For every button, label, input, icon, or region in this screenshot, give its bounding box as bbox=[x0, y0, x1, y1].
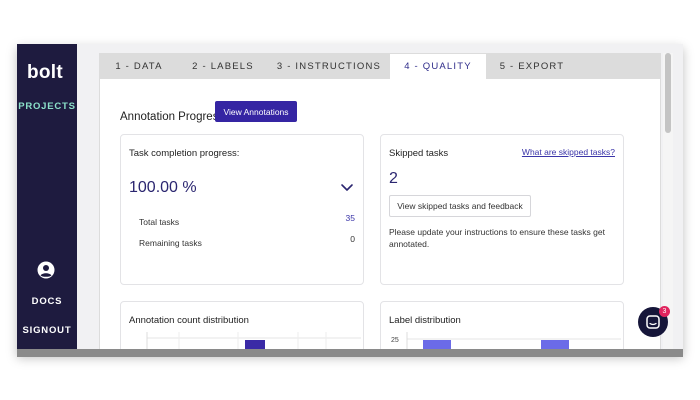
user-avatar-icon[interactable] bbox=[37, 261, 55, 279]
logo: bolt bbox=[27, 62, 64, 83]
label-distribution-card: Label distribution 25 bbox=[380, 301, 624, 353]
annotation-count-title: Annotation count distribution bbox=[129, 315, 249, 326]
y-tick-label: 25 bbox=[391, 337, 399, 344]
remaining-tasks-value: 0 bbox=[350, 234, 355, 244]
skipped-tasks-note: Please update your instructions to ensur… bbox=[389, 227, 605, 249]
annotation-progress-title: Annotation Progress bbox=[120, 111, 225, 123]
tab-data[interactable]: 1 - DATA bbox=[115, 61, 163, 72]
annotation-count-card: Annotation count distribution bbox=[120, 301, 364, 353]
nav-docs[interactable]: DOCS bbox=[31, 296, 63, 307]
view-annotations-button[interactable]: View Annotations bbox=[215, 101, 297, 122]
tab-bar: 1 - DATA 2 - LABELS 3 - INSTRUCTIONS 4 -… bbox=[100, 54, 660, 80]
tab-instructions[interactable]: 3 - INSTRUCTIONS bbox=[276, 61, 382, 72]
remaining-tasks-label: Remaining tasks bbox=[139, 238, 202, 248]
skipped-tasks-card: Skipped tasks What are skipped tasks? 2 … bbox=[380, 134, 624, 285]
skipped-tasks-help-link[interactable]: What are skipped tasks? bbox=[521, 147, 615, 157]
chevron-down-icon[interactable] bbox=[340, 183, 354, 193]
nav-projects[interactable]: PROJECTS bbox=[18, 101, 76, 112]
skipped-tasks-title: Skipped tasks bbox=[389, 148, 449, 159]
main-panel: 1 - DATA 2 - LABELS 3 - INSTRUCTIONS 4 -… bbox=[99, 53, 661, 354]
total-tasks-value: 35 bbox=[345, 213, 355, 223]
chat-icon bbox=[646, 315, 660, 329]
label-distribution-title: Label distribution bbox=[389, 315, 461, 326]
total-tasks-label: Total tasks bbox=[139, 217, 180, 227]
view-skipped-tasks-button[interactable]: View skipped tasks and feedback bbox=[389, 195, 531, 217]
tab-labels[interactable]: 2 - LABELS bbox=[192, 61, 254, 72]
sidebar: bolt PROJECTS DOCS SIGNOUT bbox=[17, 44, 77, 354]
chat-notification-badge: 3 bbox=[659, 306, 670, 317]
window-bottom-bar bbox=[17, 349, 683, 357]
tab-quality[interactable]: 4 - QUALITY bbox=[390, 54, 486, 80]
completion-percentage: 100.00 % bbox=[129, 179, 197, 196]
app-window: bolt PROJECTS DOCS SIGNOUT 1 - DATA 2 - … bbox=[17, 44, 683, 354]
task-completion-title: Task completion progress: bbox=[129, 148, 240, 159]
task-completion-card: Task completion progress: 100.00 % Total… bbox=[120, 134, 364, 285]
nav-signout[interactable]: SIGNOUT bbox=[22, 325, 72, 336]
skipped-tasks-count: 2 bbox=[389, 170, 398, 187]
tab-export[interactable]: 5 - EXPORT bbox=[499, 61, 565, 72]
scrollbar-thumb[interactable] bbox=[665, 53, 671, 133]
scrollbar[interactable] bbox=[663, 53, 673, 354]
